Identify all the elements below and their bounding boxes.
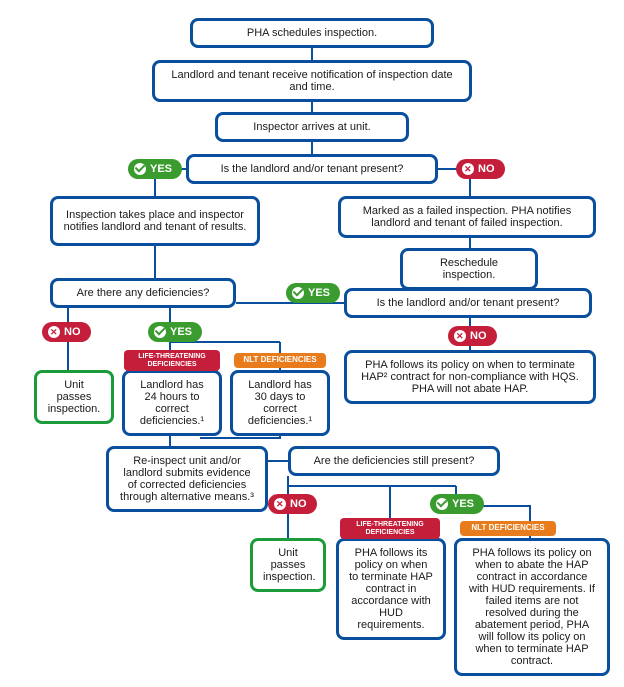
- flow-node-n12: Landlord has 24 hours to correct deficie…: [122, 370, 222, 436]
- flow-node-text: PHA schedules inspection.: [203, 27, 421, 39]
- no-pill: NO: [448, 326, 497, 346]
- flow-node-text: Unit passes inspection.: [263, 547, 313, 583]
- flow-node-text: Re-inspect unit and/or landlord submits …: [119, 455, 255, 503]
- deficiency-tag: NLT DEFICIENCIES: [460, 521, 556, 536]
- pill-label: NO: [64, 326, 81, 338]
- tag-label: LIFE-THREATENING DEFICIENCIES: [138, 353, 206, 368]
- no-pill: NO: [268, 494, 317, 514]
- flow-node-n5: Inspection takes place and inspector not…: [50, 196, 260, 246]
- flow-node-text: PHA follows its policy on when to abate …: [467, 547, 597, 667]
- flow-node-text: Landlord has 30 days to correct deficien…: [243, 379, 317, 427]
- tag-label: NLT DEFICIENCIES: [471, 523, 544, 532]
- pill-label: YES: [308, 287, 330, 299]
- flow-node-text: Marked as a failed inspection. PHA notif…: [351, 205, 583, 229]
- flow-node-n7: Reschedule inspection.: [400, 248, 538, 290]
- flow-node-n13: Landlord has 30 days to correct deficien…: [230, 370, 330, 436]
- flow-node-n10: PHA follows its policy on when to termin…: [344, 350, 596, 404]
- flow-node-n14: Re-inspect unit and/or landlord submits …: [106, 446, 268, 512]
- pill-label: YES: [170, 326, 192, 338]
- flow-node-text: Landlord and tenant receive notification…: [165, 69, 459, 93]
- flow-node-n6: Marked as a failed inspection. PHA notif…: [338, 196, 596, 238]
- flow-node-n18: PHA follows its policy on when to abate …: [454, 538, 610, 676]
- flow-node-n2: Landlord and tenant receive notification…: [152, 60, 472, 102]
- pill-label: NO: [470, 330, 487, 342]
- pill-label: NO: [478, 163, 495, 175]
- yes-pill: YES: [430, 494, 484, 514]
- pill-label: YES: [150, 163, 172, 175]
- flow-node-text: Reschedule inspection.: [413, 257, 525, 281]
- deficiency-tag: LIFE-THREATENING DEFICIENCIES: [340, 518, 440, 539]
- flow-node-text: Unit passes inspection.: [47, 379, 101, 415]
- tag-label: LIFE-THREATENING DEFICIENCIES: [356, 521, 424, 536]
- flow-node-text: PHA follows its policy on when to termin…: [357, 359, 583, 395]
- no-pill: NO: [456, 159, 505, 179]
- flow-node-n3: Inspector arrives at unit.: [215, 112, 409, 142]
- flow-node-n15: Are the deficiencies still present?: [288, 446, 500, 476]
- flow-node-text: Inspector arrives at unit.: [228, 121, 396, 133]
- pill-label: YES: [452, 498, 474, 510]
- yes-pill: YES: [286, 283, 340, 303]
- pill-label: NO: [290, 498, 307, 510]
- no-pill: NO: [42, 322, 91, 342]
- flow-node-n11: Unit passes inspection.: [34, 370, 114, 424]
- flow-node-text: PHA follows its policy on when to termin…: [349, 547, 433, 631]
- yes-pill: YES: [128, 159, 182, 179]
- flow-node-text: Inspection takes place and inspector not…: [63, 209, 247, 233]
- flow-node-n8: Are there any deficiencies?: [50, 278, 236, 308]
- tag-label: NLT DEFICIENCIES: [243, 355, 316, 364]
- flow-node-n4: Is the landlord and/or tenant present?: [186, 154, 438, 184]
- flow-node-text: Is the landlord and/or tenant present?: [357, 297, 579, 309]
- flow-node-n1: PHA schedules inspection.: [190, 18, 434, 48]
- flow-node-text: Are there any deficiencies?: [63, 287, 223, 299]
- deficiency-tag: NLT DEFICIENCIES: [234, 353, 326, 368]
- flow-node-n16: Unit passes inspection.: [250, 538, 326, 592]
- flow-node-n9: Is the landlord and/or tenant present?: [344, 288, 592, 318]
- deficiency-tag: LIFE-THREATENING DEFICIENCIES: [124, 350, 220, 371]
- flow-node-n17: PHA follows its policy on when to termin…: [336, 538, 446, 640]
- flow-node-text: Are the deficiencies still present?: [301, 455, 487, 467]
- flow-node-text: Is the landlord and/or tenant present?: [199, 163, 425, 175]
- flow-node-text: Landlord has 24 hours to correct deficie…: [135, 379, 209, 427]
- yes-pill: YES: [148, 322, 202, 342]
